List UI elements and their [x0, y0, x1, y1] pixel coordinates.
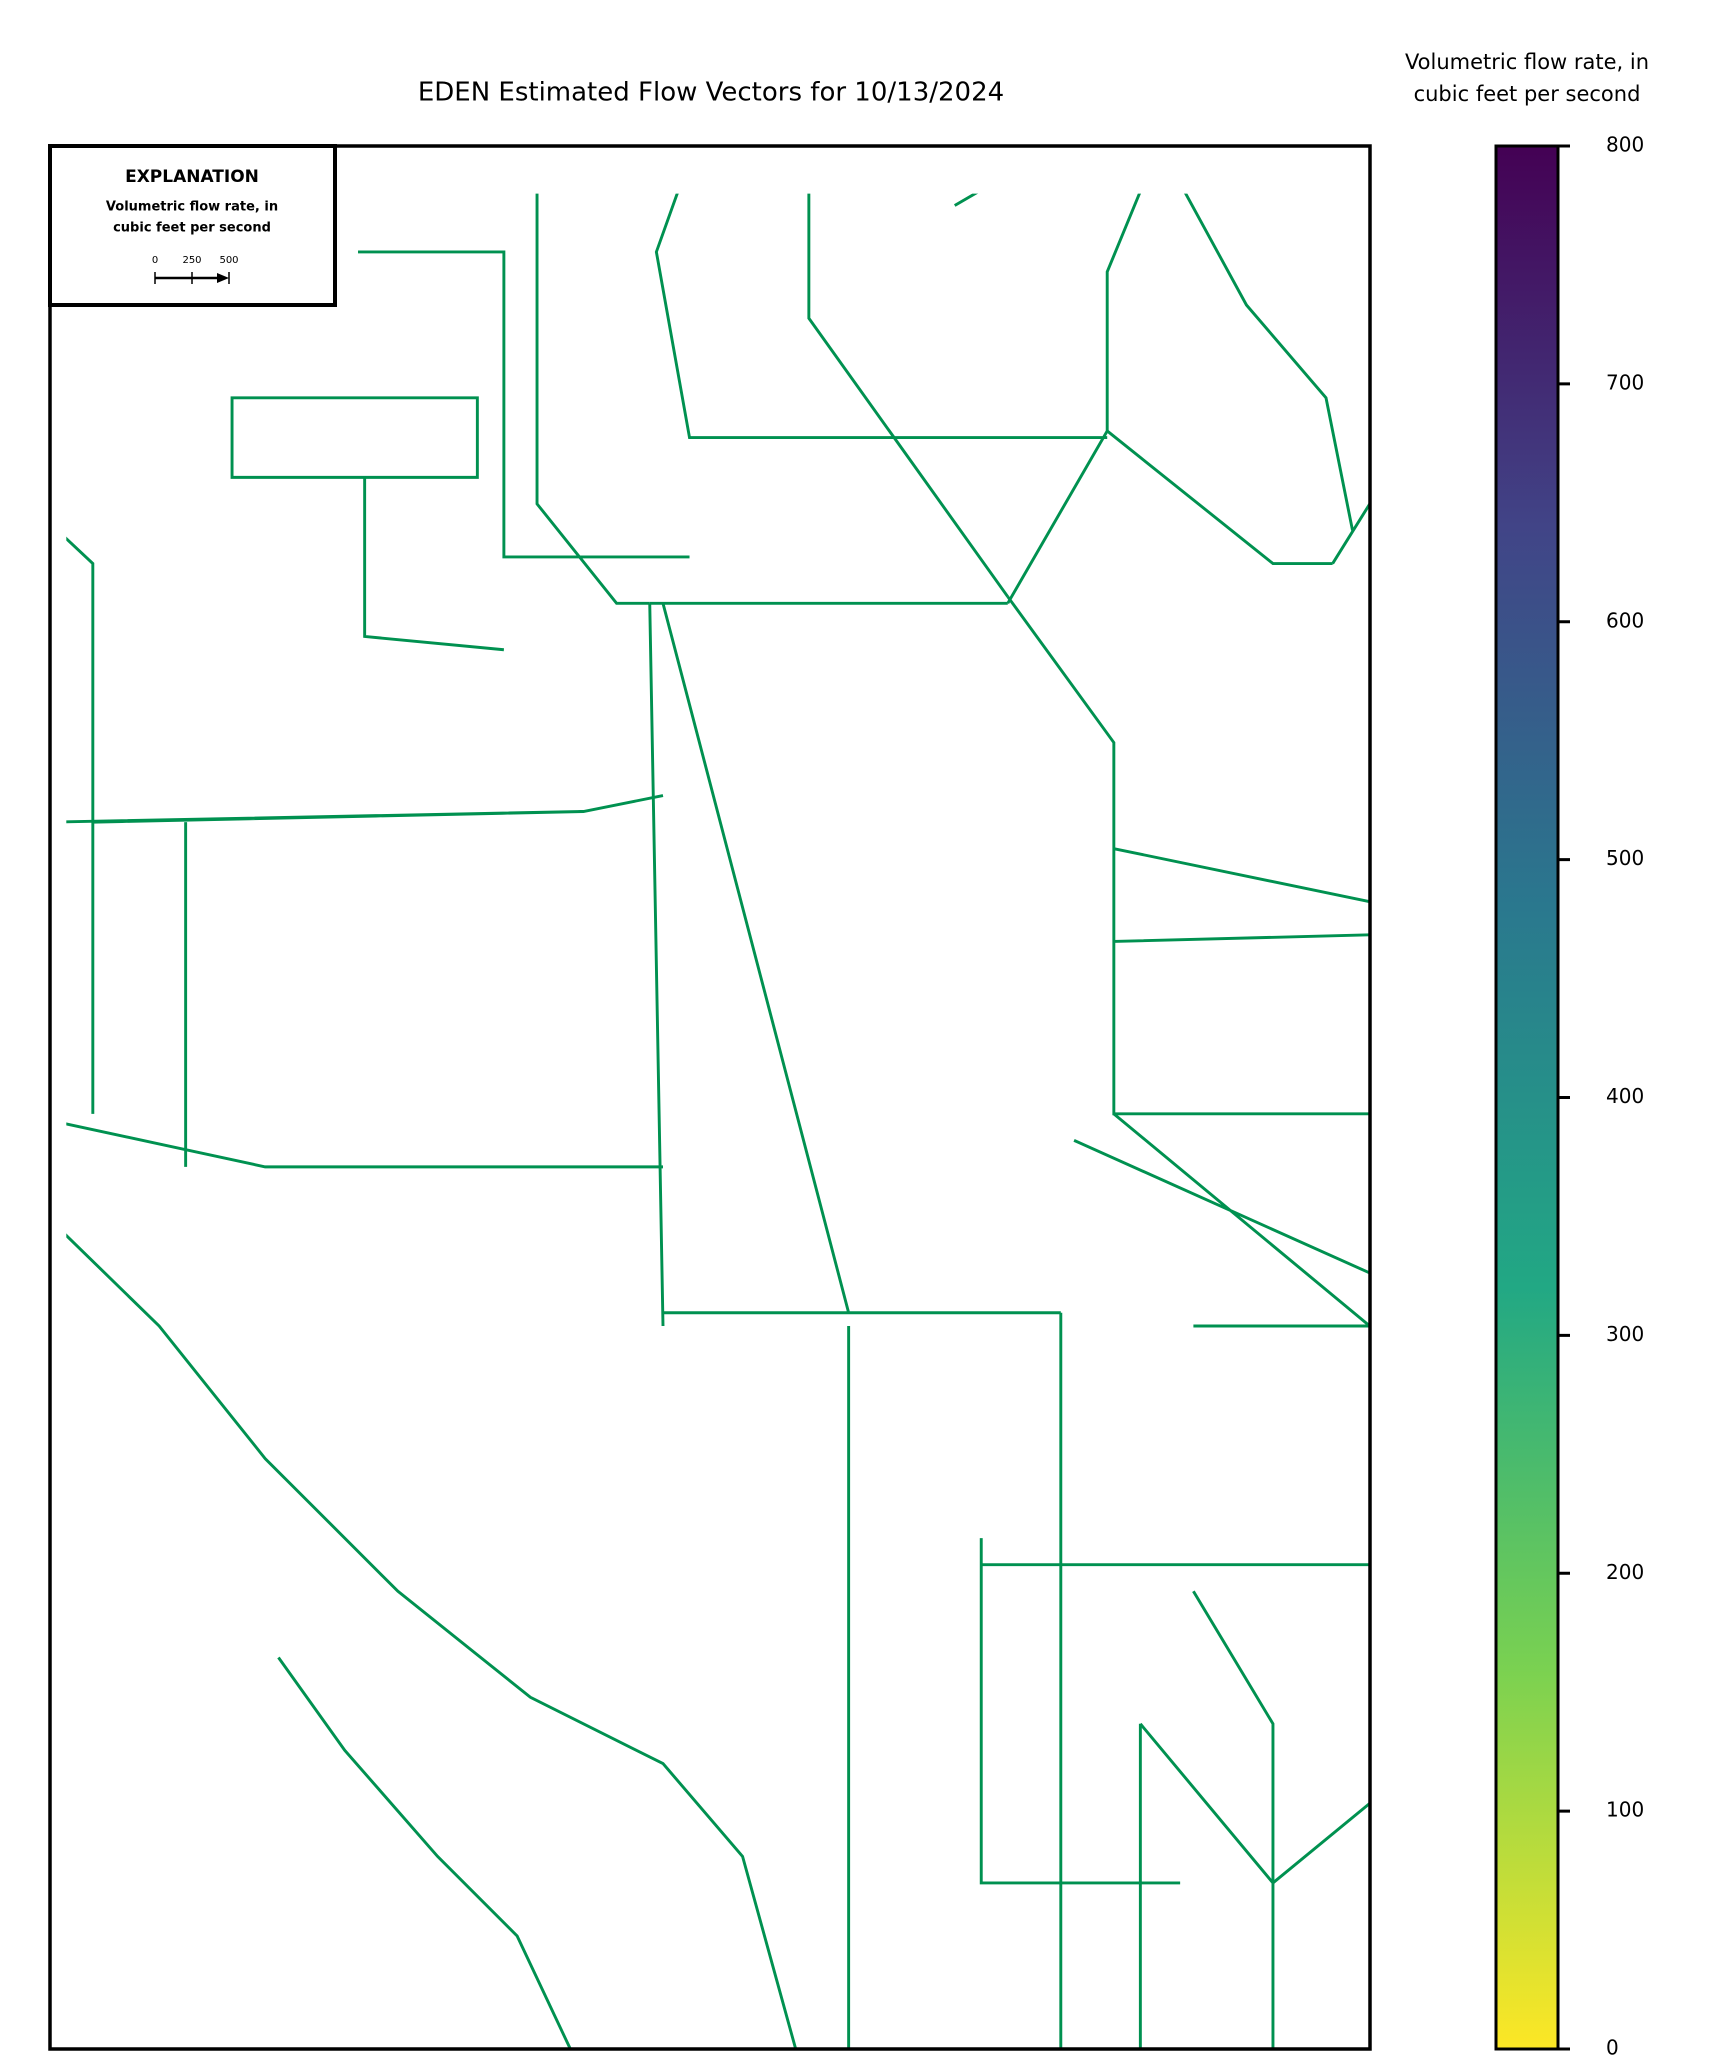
colorbar-label: cubic feet per second [1414, 82, 1641, 106]
scale-tick-label: 0 [152, 255, 158, 266]
colorbar-tick-label: 300 [1606, 1322, 1644, 1346]
map-frame [48, 144, 1372, 2051]
map-title: EDEN Estimated Flow Vectors for 10/13/20… [418, 78, 1004, 108]
explanation-label: cubic feet per second [113, 221, 271, 236]
explanation-label: Volumetric flow rate, in [106, 200, 278, 215]
map-roads [66, 193, 1371, 2050]
colorbar-tick-label: 100 [1606, 1798, 1644, 1822]
scale-head [217, 273, 229, 283]
colorbar-scale [1494, 144, 1560, 2051]
colorbar-tick-label: 800 [1606, 133, 1644, 157]
scale-tick-label: 500 [219, 255, 238, 266]
colorbar-tick-label: 600 [1606, 608, 1644, 632]
explanation: EXPLANATION Volumetric flow rate, in cub… [48, 144, 337, 307]
colorbar-tick-label: 500 [1606, 846, 1644, 870]
colorbar-tick-label: 0 [1606, 2036, 1619, 2060]
explanation-title: EXPLANATION [125, 167, 259, 187]
colorbar-label: Volumetric flow rate, in [1405, 50, 1649, 74]
scale-arrow: 0 250 500 [152, 255, 239, 284]
colorbar: Volumetric flow rate, in cubic feet per … [1405, 50, 1649, 2060]
colorbar-tick-label: 700 [1606, 370, 1644, 394]
colorbar-tick-label: 400 [1606, 1084, 1644, 1108]
scale-tick-label: 250 [182, 255, 201, 266]
colorbar-tick-label: 200 [1606, 1560, 1644, 1584]
